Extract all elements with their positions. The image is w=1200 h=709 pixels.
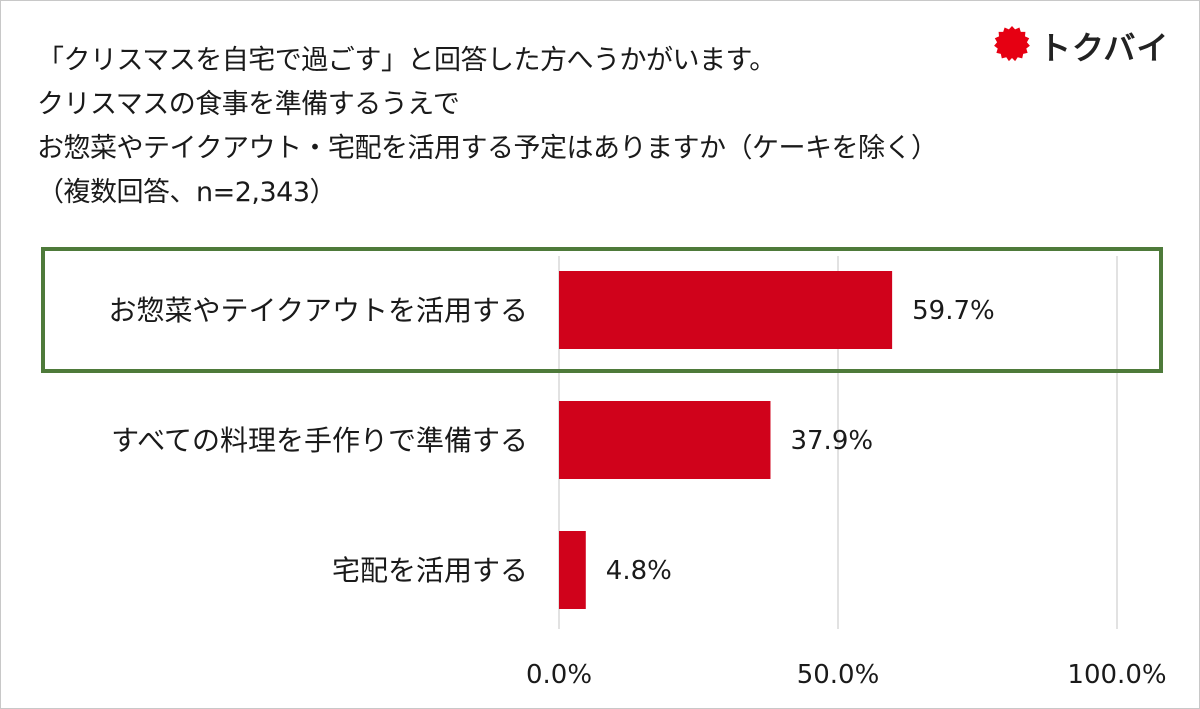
highlight-box (41, 247, 1163, 373)
value-label-2: 4.8% (606, 556, 672, 586)
red-sun-seal-icon (994, 26, 1030, 62)
title-line-3: お惣菜やテイクアウト・宅配を活用する予定はありますか（ケーキを除く） (37, 133, 938, 164)
brand-logo: トクバイ (991, 23, 1169, 69)
bar-2 (559, 531, 586, 609)
title-line-1: 「クリスマスを自宅で過ごす」と回答した方へうかがいます。 (37, 45, 776, 76)
category-label-2: 宅配を活用する (332, 554, 528, 587)
x-tick-label-2: 100.0% (1067, 660, 1166, 690)
category-label-0: お惣菜やテイクアウトを活用する (109, 294, 528, 327)
category-label-1: すべての料理を手作りで準備する (111, 424, 528, 457)
title-line-4: （複数回答、n=2,343） (37, 177, 337, 208)
value-label-0: 59.7% (912, 296, 995, 326)
value-label-1: 37.9% (790, 426, 873, 456)
logo-text: トクバイ (1039, 29, 1170, 67)
bar-1 (559, 401, 771, 479)
x-tick-label-1: 50.0% (797, 660, 880, 690)
x-tick-label-0: 0.0% (526, 660, 592, 690)
bar-0 (559, 271, 893, 349)
chart-title: 「クリスマスを自宅で過ごす」と回答した方へうかがいます。 クリスマスの食事を準備… (37, 39, 938, 215)
title-line-2: クリスマスの食事を準備するうえで (37, 89, 460, 120)
